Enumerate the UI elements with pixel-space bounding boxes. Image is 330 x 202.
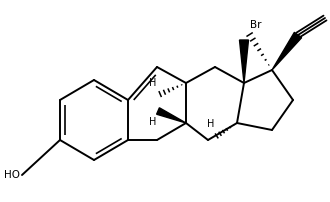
Text: H: H	[148, 117, 156, 127]
Text: Br: Br	[250, 20, 261, 30]
Polygon shape	[157, 108, 186, 123]
Text: H: H	[148, 78, 156, 88]
Polygon shape	[272, 32, 302, 70]
Polygon shape	[240, 40, 248, 83]
Text: HO: HO	[4, 170, 20, 180]
Text: H: H	[207, 119, 214, 129]
